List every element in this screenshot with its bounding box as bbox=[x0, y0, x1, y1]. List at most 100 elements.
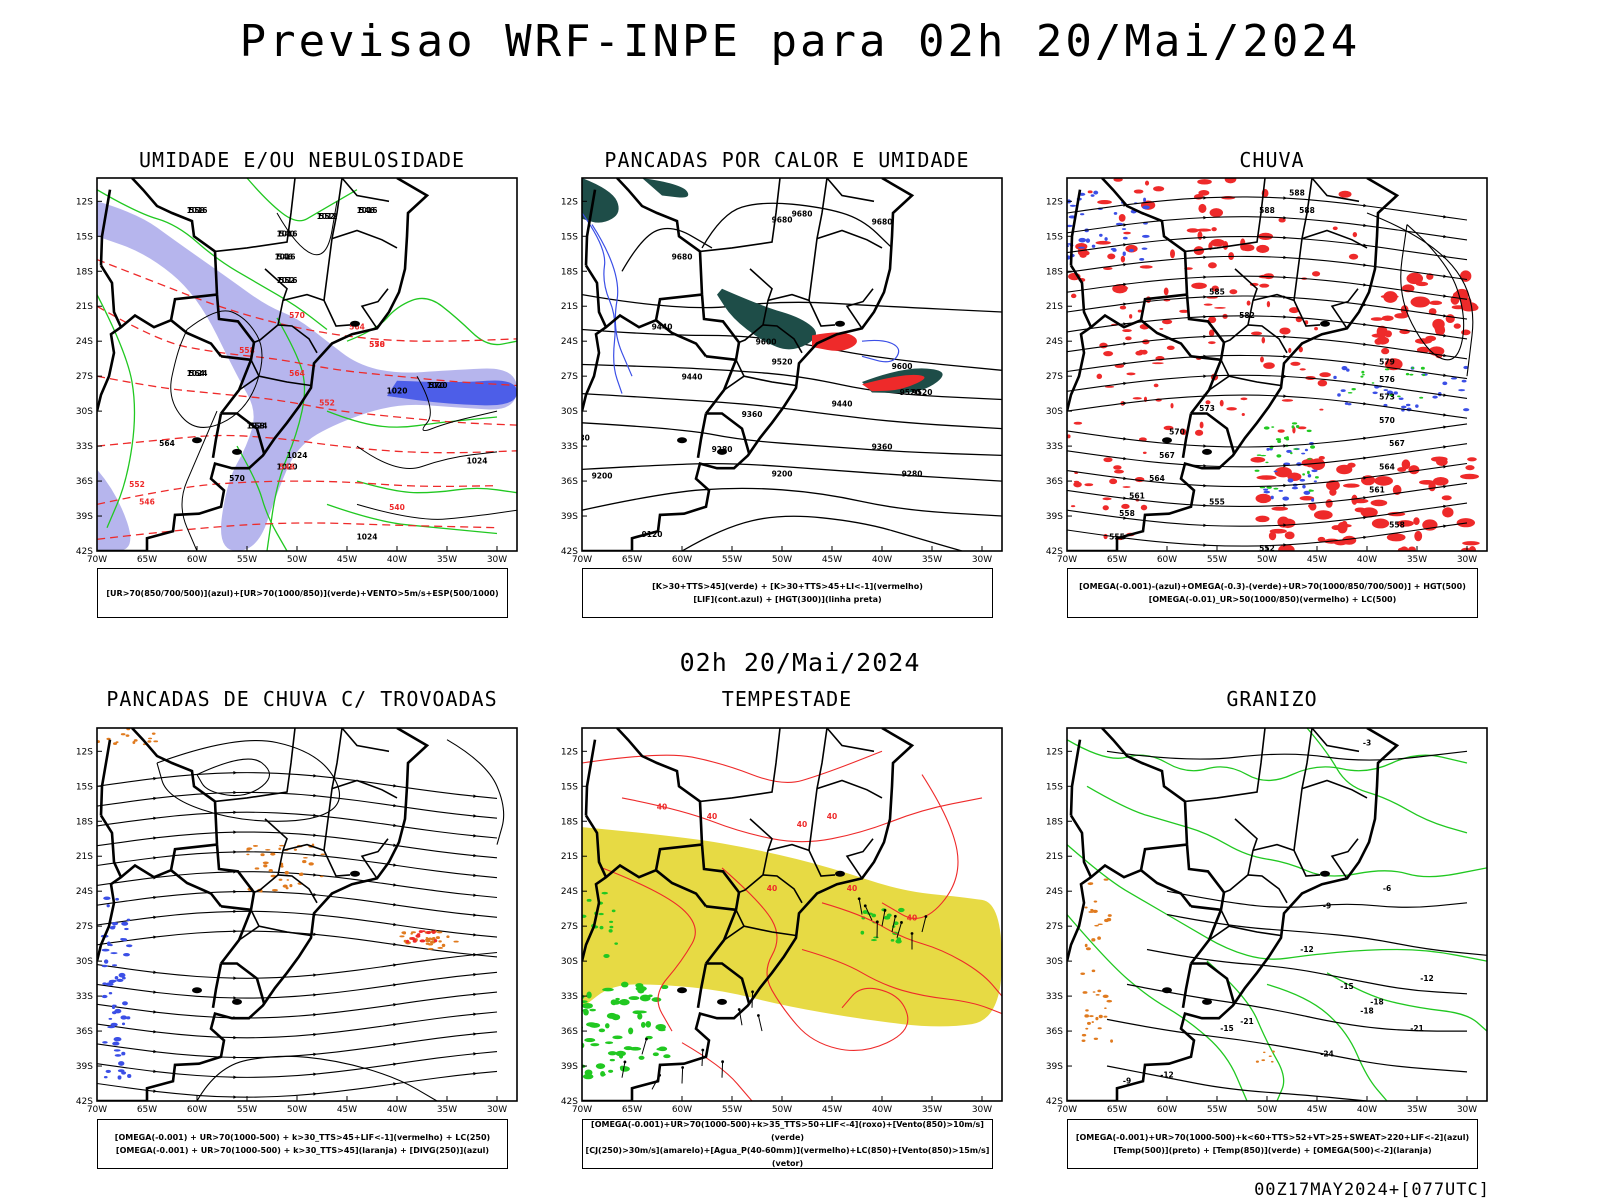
legend-pancadas-calor: [K>30+TTS>45](verde) + [K>30+TTS>45+LI<-… bbox=[582, 568, 993, 618]
omega-green-area bbox=[1302, 473, 1305, 476]
pressure-contour bbox=[276, 201, 338, 256]
country-border bbox=[1101, 178, 1226, 415]
map-area: 9680968096809680960095209440960095209440… bbox=[582, 178, 1002, 551]
lc500-streamline bbox=[1067, 423, 1468, 448]
stream-arrow bbox=[1363, 223, 1367, 228]
stream-arrow bbox=[1283, 543, 1287, 547]
stream-arrow bbox=[233, 1055, 237, 1060]
stream-arrow bbox=[1363, 535, 1367, 540]
instability-area bbox=[582, 178, 619, 223]
state-border bbox=[845, 838, 874, 879]
omega-green-area bbox=[1271, 426, 1275, 428]
omega-blue-area bbox=[1386, 390, 1394, 395]
omega-blue-area bbox=[1121, 228, 1127, 230]
lon-label: 50W bbox=[1257, 555, 1277, 565]
lat-label: 27S bbox=[561, 922, 578, 932]
li-area bbox=[862, 374, 925, 392]
stream-arrow bbox=[1443, 314, 1447, 318]
pressure-label: 546 bbox=[277, 253, 293, 262]
state-border bbox=[341, 178, 390, 203]
omega-red-area bbox=[1381, 315, 1394, 321]
stream-arrow bbox=[313, 993, 317, 997]
country-border bbox=[655, 869, 708, 908]
stream-arrow bbox=[393, 902, 397, 907]
divergence-area bbox=[126, 944, 133, 948]
omega-red-area bbox=[1211, 285, 1219, 292]
hgt500-label: 573 bbox=[1379, 392, 1395, 401]
omega-red-area bbox=[1266, 300, 1271, 308]
stream-arrow bbox=[233, 830, 237, 834]
pressure-label: 564 bbox=[189, 369, 205, 378]
stream-arrow bbox=[313, 973, 317, 977]
stream-arrow bbox=[1443, 373, 1447, 377]
stream-arrow bbox=[313, 813, 317, 818]
omega-blue-area bbox=[1458, 389, 1466, 392]
omega-green-area bbox=[1266, 486, 1272, 489]
omega-blue-area bbox=[1143, 197, 1147, 202]
country-border bbox=[1140, 319, 1193, 358]
stream-arrow bbox=[153, 776, 157, 781]
stream-arrow bbox=[233, 810, 237, 815]
omega-red-area bbox=[1419, 479, 1435, 485]
stream-arrow bbox=[1203, 483, 1207, 488]
omega-red-area bbox=[1277, 429, 1285, 433]
omega-blue-area bbox=[1091, 244, 1096, 248]
wind850-area bbox=[611, 909, 616, 913]
stream-arrow bbox=[153, 816, 157, 821]
thunder-orange-area bbox=[262, 861, 269, 865]
wind-vector-head bbox=[900, 921, 903, 924]
hgt500-label: 567 bbox=[1389, 439, 1405, 448]
country-border bbox=[705, 355, 737, 362]
divergence-area bbox=[111, 921, 119, 926]
stream-arrow bbox=[233, 1035, 237, 1040]
wind850-area bbox=[582, 1002, 593, 1009]
wind-vector-head bbox=[721, 1060, 725, 1064]
omega-red-area bbox=[1263, 362, 1275, 369]
lon-label: 60W bbox=[672, 555, 692, 565]
lat-label: 15S bbox=[76, 782, 93, 792]
thunder-orange-area bbox=[152, 723, 155, 726]
stream-arrow bbox=[313, 1092, 317, 1096]
pressure-label: 1016 bbox=[357, 206, 378, 215]
state-border bbox=[1208, 925, 1230, 941]
wind850-area bbox=[598, 1028, 606, 1033]
omega-red-area bbox=[1194, 429, 1204, 436]
country-border bbox=[696, 413, 708, 459]
country-border bbox=[1140, 869, 1193, 908]
hgt-label: 9120 bbox=[642, 530, 663, 539]
stream-arrow bbox=[233, 1075, 237, 1079]
stream-arrow bbox=[153, 1049, 157, 1054]
omega-red-area bbox=[1312, 271, 1321, 277]
wind850-area bbox=[637, 1013, 643, 1020]
divergence-area bbox=[123, 952, 130, 957]
omega-red-area bbox=[1067, 434, 1071, 439]
thunder-orange-area bbox=[131, 725, 135, 728]
temp500-contour bbox=[1166, 890, 1468, 908]
pressure-label: 570 bbox=[229, 474, 245, 483]
omega500-area bbox=[1084, 906, 1088, 909]
pressure-contour bbox=[416, 375, 498, 432]
wind850-area bbox=[609, 1058, 615, 1062]
wind850-area bbox=[598, 912, 604, 916]
wind850-area bbox=[603, 953, 610, 958]
wind-vector-head bbox=[681, 1066, 685, 1069]
omega500-area bbox=[1095, 1016, 1099, 1021]
omega500-area bbox=[1103, 878, 1109, 881]
omega-green-area bbox=[1307, 470, 1310, 475]
temp500-label: -3 bbox=[1363, 738, 1371, 747]
legend-line: [K>30+TTS>45](verde) + [K>30+TTS>45+LI<-… bbox=[652, 582, 923, 591]
omega-red-area bbox=[1347, 462, 1356, 468]
state-border bbox=[331, 229, 398, 249]
thunder-orange-area bbox=[303, 857, 308, 859]
thunder-orange-area bbox=[399, 935, 405, 938]
omega-red-area bbox=[1113, 465, 1122, 470]
wind-vector-head bbox=[875, 920, 879, 924]
hgt500-label: 570 bbox=[1169, 427, 1185, 436]
lon-label: 65W bbox=[622, 1105, 642, 1115]
lat-label: 27S bbox=[76, 372, 93, 382]
omega-red-area bbox=[1268, 531, 1277, 541]
hgt500-label: 555 bbox=[1109, 532, 1125, 541]
lat-label: 15S bbox=[76, 232, 93, 242]
stream-arrow bbox=[473, 1052, 477, 1056]
stream-arrow bbox=[1443, 425, 1447, 429]
